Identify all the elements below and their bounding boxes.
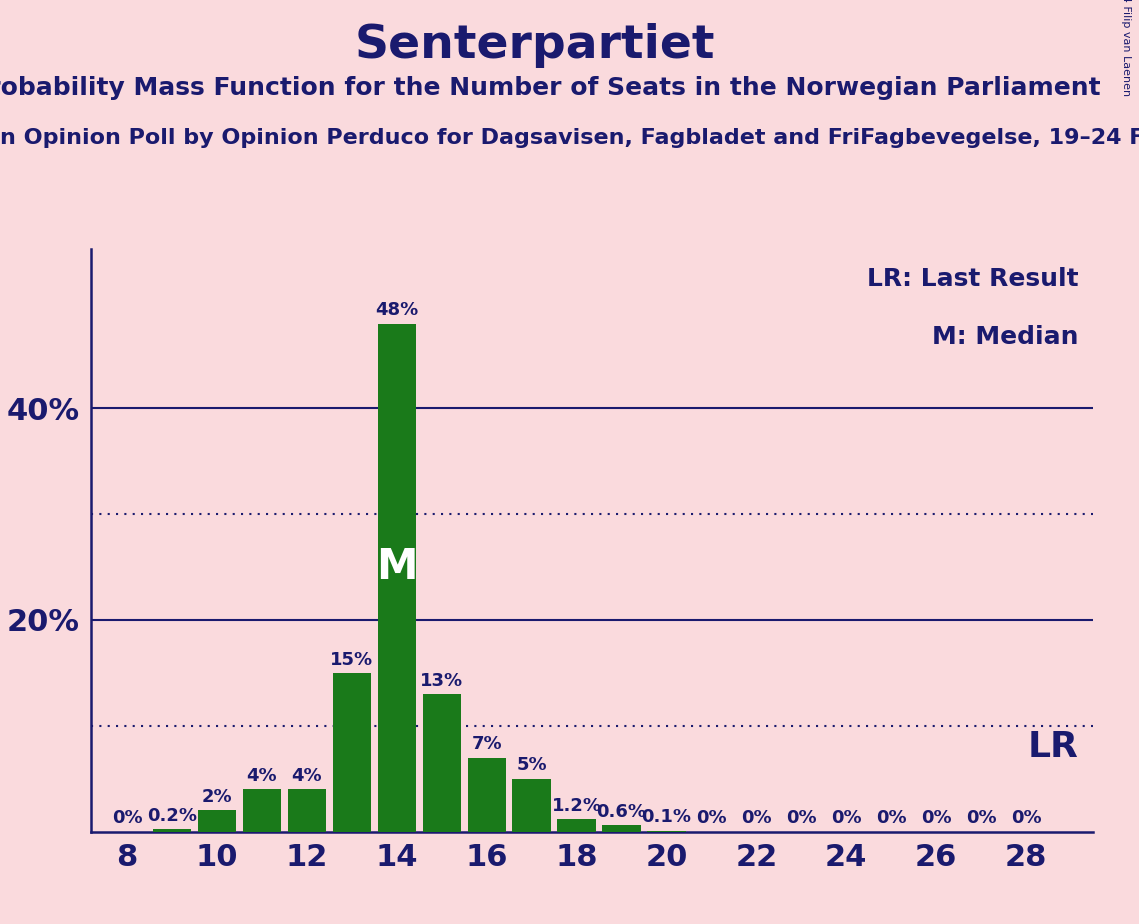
Bar <box>243 789 281 832</box>
Bar <box>153 830 191 832</box>
Bar <box>647 831 686 832</box>
Text: 0%: 0% <box>876 809 907 827</box>
Text: Probability Mass Function for the Number of Seats in the Norwegian Parliament: Probability Mass Function for the Number… <box>0 76 1100 100</box>
Bar <box>423 694 461 832</box>
Bar <box>333 673 371 832</box>
Text: 4%: 4% <box>292 767 322 785</box>
Text: 1.2%: 1.2% <box>551 796 601 815</box>
Bar <box>603 825 640 832</box>
Text: LR: LR <box>1027 730 1079 764</box>
Text: M: M <box>376 546 418 588</box>
Text: 0%: 0% <box>786 809 817 827</box>
Bar <box>467 758 506 832</box>
Bar <box>378 323 416 832</box>
Text: 0.1%: 0.1% <box>641 808 691 826</box>
Text: 0%: 0% <box>741 809 771 827</box>
Text: 13%: 13% <box>420 672 464 690</box>
Text: M: Median: M: Median <box>932 325 1079 349</box>
Text: 0%: 0% <box>112 809 142 827</box>
Text: 0%: 0% <box>966 809 997 827</box>
Text: n Opinion Poll by Opinion Perduco for Dagsavisen, Fagbladet and FriFagbevegelse,: n Opinion Poll by Opinion Perduco for Da… <box>0 128 1139 148</box>
Text: 0%: 0% <box>696 809 727 827</box>
Text: 0%: 0% <box>920 809 951 827</box>
Text: 0%: 0% <box>831 809 861 827</box>
Bar <box>513 779 550 832</box>
Bar <box>557 819 596 832</box>
Text: 4%: 4% <box>247 767 277 785</box>
Text: 7%: 7% <box>472 736 502 753</box>
Text: Senterpartiet: Senterpartiet <box>355 23 715 68</box>
Bar <box>198 810 236 832</box>
Text: 5%: 5% <box>516 757 547 774</box>
Text: © 2024 Filip van Laenen: © 2024 Filip van Laenen <box>1121 0 1131 96</box>
Bar <box>288 789 326 832</box>
Text: 48%: 48% <box>375 301 418 320</box>
Text: 2%: 2% <box>202 788 232 807</box>
Text: 0.2%: 0.2% <box>147 808 197 825</box>
Text: 15%: 15% <box>330 650 374 669</box>
Text: 0%: 0% <box>1010 809 1041 827</box>
Text: LR: Last Result: LR: Last Result <box>867 267 1079 291</box>
Text: 0.6%: 0.6% <box>597 803 647 821</box>
